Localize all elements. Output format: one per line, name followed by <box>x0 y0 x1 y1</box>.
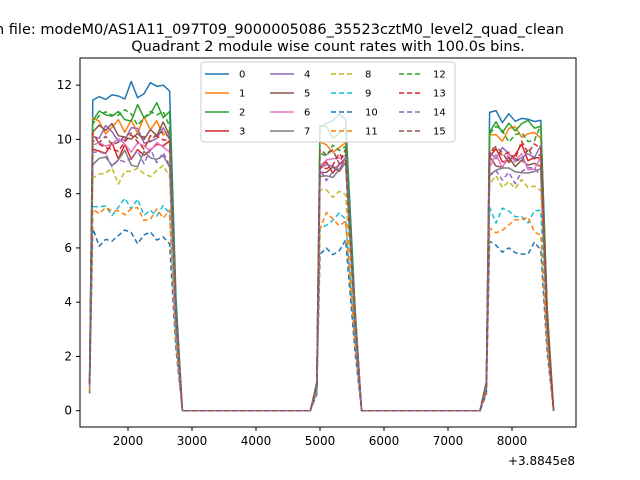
x-axis: 2000 3000 4000 5000 6000 7000 8000 <box>113 427 528 448</box>
plot-lines <box>88 80 555 412</box>
x-tick-label-2000: 2000 <box>113 434 144 448</box>
x-tick-label-8000: 8000 <box>497 434 528 448</box>
y-tick-label-4: 4 <box>64 295 72 309</box>
y-tick-label-8: 8 <box>64 187 72 201</box>
series-line-13 <box>88 131 555 412</box>
legend-label-1: 1 <box>239 89 245 100</box>
series-line-14 <box>88 148 555 412</box>
chart-suptitle: n file: modeM0/AS1A11_097T09_9000005086_… <box>0 22 564 38</box>
series-line-11 <box>88 206 555 412</box>
series-line-2 <box>88 102 555 412</box>
legend-label-6: 6 <box>304 108 310 119</box>
series-line-8 <box>88 164 555 412</box>
legend-label-14: 14 <box>433 108 446 119</box>
legend-label-15: 15 <box>433 127 446 138</box>
series-line-1 <box>88 116 555 412</box>
series-line-9 <box>88 197 555 412</box>
legend-label-13: 13 <box>433 89 446 100</box>
x-offset-label: +3.8845e8 <box>508 454 575 468</box>
x-tick-label-3000: 3000 <box>177 434 208 448</box>
legend-label-12: 12 <box>433 70 446 81</box>
x-tick-label-7000: 7000 <box>433 434 464 448</box>
y-tick-label-0: 0 <box>64 404 72 418</box>
x-tick-label-5000: 5000 <box>305 434 336 448</box>
series-line-5 <box>88 121 555 412</box>
legend-label-4: 4 <box>304 70 310 81</box>
series-line-10 <box>88 227 555 412</box>
legend-label-2: 2 <box>239 108 245 119</box>
legend-label-9: 9 <box>365 89 371 100</box>
series-line-7 <box>88 149 555 412</box>
y-axis: 0 2 4 6 8 10 12 <box>57 78 80 418</box>
y-tick-label-10: 10 <box>57 132 72 146</box>
legend-label-10: 10 <box>365 108 378 119</box>
plot-frame <box>79 57 577 428</box>
series-line-3 <box>88 140 555 412</box>
y-tick-label-12: 12 <box>57 78 72 92</box>
legend-box <box>200 61 456 143</box>
legend-label-0: 0 <box>239 70 245 81</box>
y-tick-label-6: 6 <box>64 241 72 255</box>
x-tick-label-4000: 4000 <box>241 434 272 448</box>
chart-title: Quadrant 2 module wise count rates with … <box>131 39 525 55</box>
legend-label-3: 3 <box>239 127 245 138</box>
y-tick-label-2: 2 <box>64 349 72 363</box>
legend-label-11: 11 <box>365 127 378 138</box>
x-tick-label-6000: 6000 <box>369 434 400 448</box>
legend-label-5: 5 <box>304 89 310 100</box>
series-line-4 <box>88 124 555 412</box>
series-line-15 <box>88 131 555 412</box>
legend-label-8: 8 <box>365 70 371 81</box>
legend-label-7: 7 <box>304 127 310 138</box>
series-line-12 <box>88 108 555 412</box>
series-line-6 <box>88 137 555 412</box>
